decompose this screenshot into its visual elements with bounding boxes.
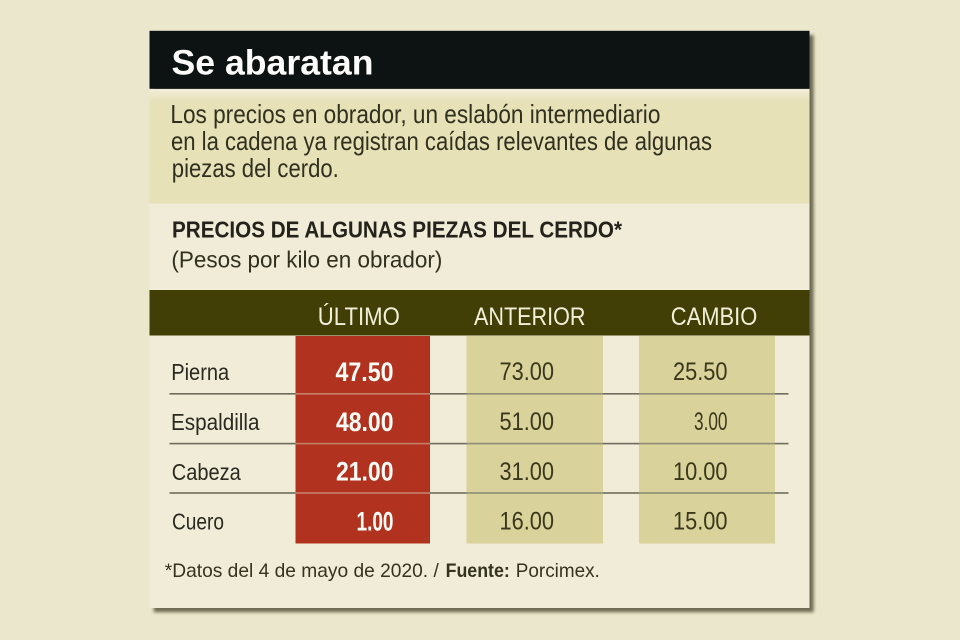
svg-text:*Datos del 4 de mayo de 2020.: *Datos del 4 de mayo de 2020. / <box>165 560 440 582</box>
svg-text:ÚLTIMO: ÚLTIMO <box>318 302 400 331</box>
svg-text:25.50: 25.50 <box>673 358 728 386</box>
svg-text:Fuente:: Fuente: <box>446 560 510 582</box>
svg-text:51.00: 51.00 <box>500 408 555 436</box>
svg-text:ANTERIOR: ANTERIOR <box>474 303 586 331</box>
svg-text:en la cadena ya registran caíd: en la cadena ya registran caídas relevan… <box>171 126 712 156</box>
svg-text:Los precios en obrador, un esl: Los precios en obrador, un eslabón inter… <box>170 99 660 129</box>
svg-text:(Pesos por kilo en obrador): (Pesos por kilo en obrador) <box>171 247 442 273</box>
svg-text:31.00: 31.00 <box>500 458 555 486</box>
svg-text:47.50: 47.50 <box>336 357 394 387</box>
svg-text:Pierna: Pierna <box>171 359 229 385</box>
svg-text:73.00: 73.00 <box>500 358 555 386</box>
svg-text:48.00: 48.00 <box>336 407 394 437</box>
svg-text:CAMBIO: CAMBIO <box>671 303 758 331</box>
svg-text:Espaldilla: Espaldilla <box>171 409 260 435</box>
svg-text:Cuero: Cuero <box>172 509 224 535</box>
svg-text:21.00: 21.00 <box>336 457 394 487</box>
svg-text:PRECIOS DE ALGUNAS PIEZAS DEL: PRECIOS DE ALGUNAS PIEZAS DEL CERDO* <box>172 216 622 242</box>
svg-text:16.00: 16.00 <box>500 508 555 536</box>
svg-text:piezas del cerdo.: piezas del cerdo. <box>172 153 339 183</box>
svg-text:10.00: 10.00 <box>673 458 728 486</box>
svg-text:Cabeza: Cabeza <box>172 459 241 485</box>
svg-text:1.00: 1.00 <box>357 507 394 537</box>
svg-text:3.00: 3.00 <box>694 408 728 436</box>
svg-text:15.00: 15.00 <box>673 508 728 536</box>
svg-text:Se abaratan: Se abaratan <box>172 43 374 82</box>
svg-text:Porcimex.: Porcimex. <box>516 560 600 582</box>
